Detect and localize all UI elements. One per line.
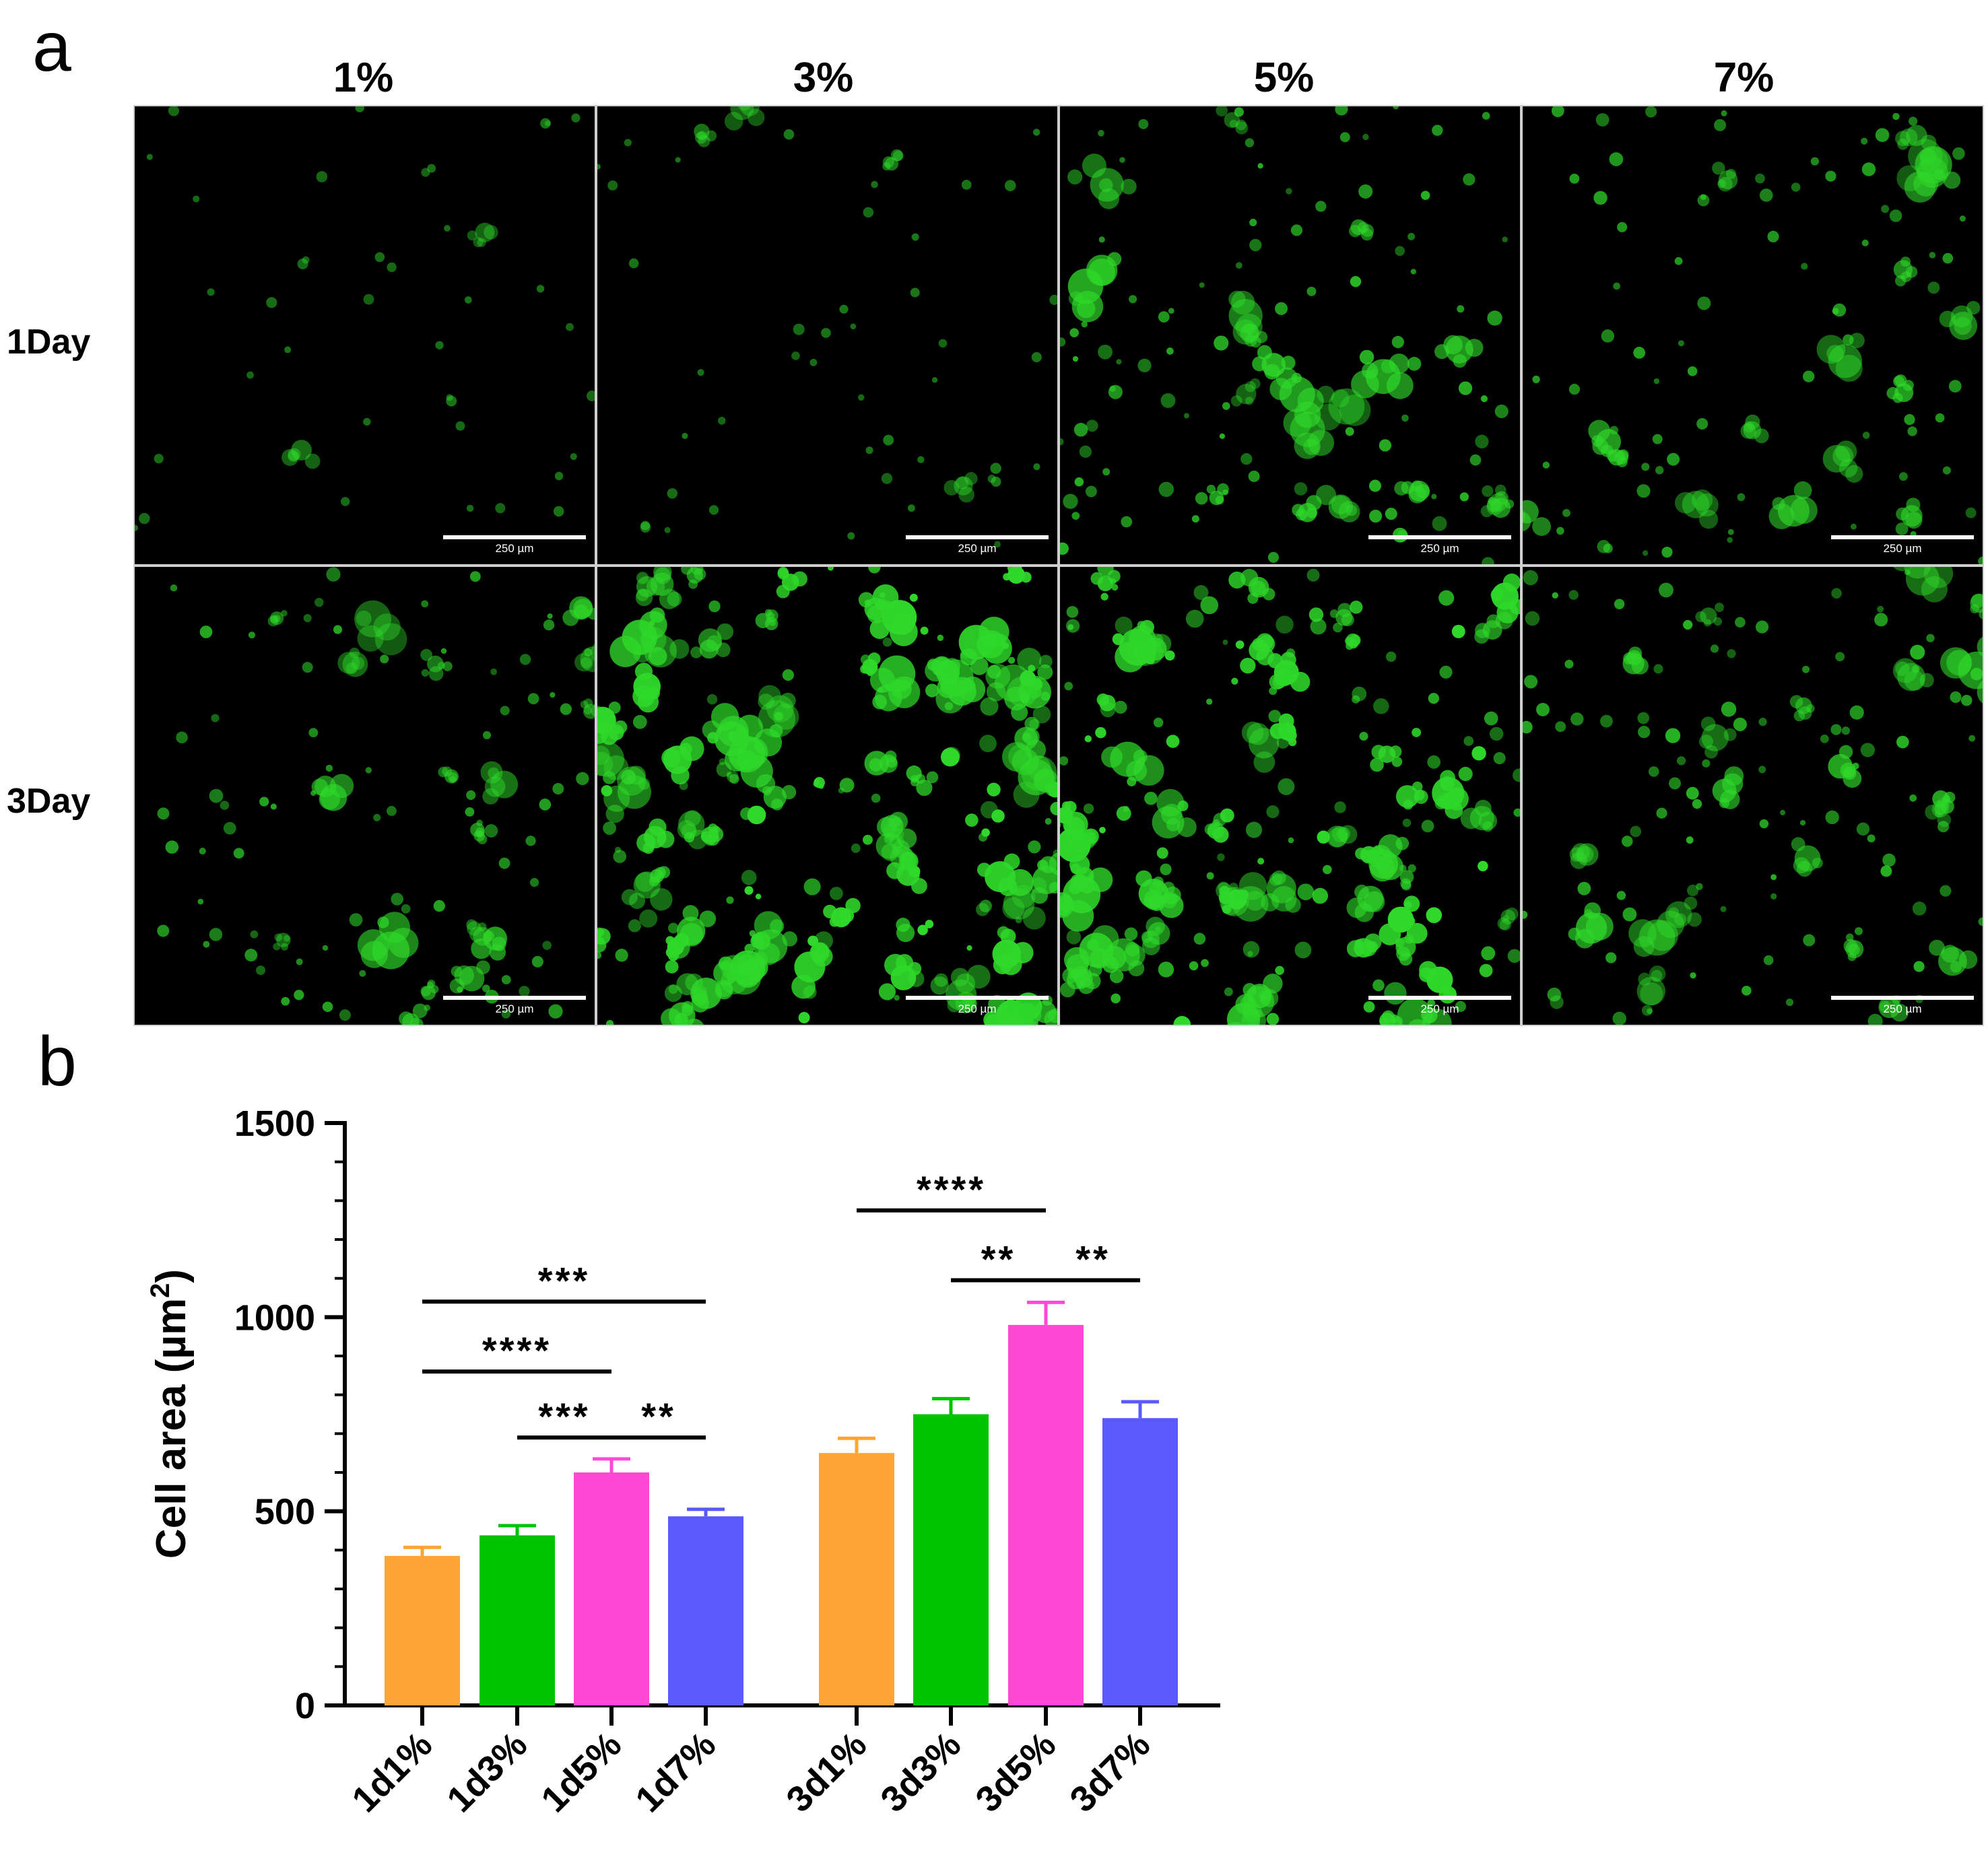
significance-bracket: ** (1046, 1238, 1140, 1283)
significance-label: ** (641, 1395, 676, 1437)
bar-1d7% (668, 1516, 743, 1705)
y-tick-label: 1500 (234, 1104, 315, 1144)
x-tick-label-1d7%: 1d7% (628, 1724, 723, 1820)
scale-bar-label: 250 µm (958, 542, 996, 555)
micrograph-1Day-3%: 250 µm (597, 106, 1057, 564)
scale-bar-label: 250 µm (1883, 1003, 1921, 1015)
significance-label: **** (482, 1329, 552, 1371)
scale-bar-label: 250 µm (495, 542, 533, 555)
x-tick-label-3d1%: 3d1% (778, 1724, 874, 1820)
column-label-3pct: 3% (793, 55, 854, 101)
x-tick-label-3d3%: 3d3% (873, 1724, 968, 1820)
row-label-3day: 3Day (7, 782, 91, 821)
y-tick-label: 0 (295, 1686, 315, 1726)
significance-label: *** (538, 1259, 590, 1301)
bar-1d5% (574, 1472, 649, 1705)
significance-bracket: *** (517, 1395, 611, 1440)
scale-bar-label: 250 µm (1883, 542, 1921, 555)
column-label-7pct: 7% (1713, 55, 1775, 101)
error-bar-3d5% (1027, 1300, 1065, 1325)
error-bar-1d7% (687, 1507, 725, 1517)
bar-3d3% (913, 1414, 989, 1705)
column-label-5pct: 5% (1253, 55, 1315, 101)
scale-bar-label: 250 µm (1420, 542, 1459, 555)
fluorescence-image-grid: 250 µm 250 µm 250 µm 250 µm 250 µm 250 µm 250 … (133, 105, 1984, 1026)
scale-bar-label: 250 µm (958, 1003, 996, 1015)
scale-bar-label: 250 µm (495, 1003, 533, 1015)
error-bar-3d3% (932, 1396, 970, 1415)
micrograph-1Day-5%: 250 µm (1060, 106, 1520, 564)
significance-bracket: ** (951, 1238, 1046, 1283)
bar-1d1% (385, 1555, 460, 1705)
significance-label: ** (1075, 1238, 1111, 1281)
significance-bracket: **** (422, 1329, 611, 1374)
micrograph-3Day-5%: 250 µm (1060, 567, 1520, 1025)
row-label-1day: 1Day (7, 323, 91, 362)
error-bar-1d1% (403, 1545, 441, 1556)
significance-bracket: *** (422, 1259, 706, 1304)
x-tick-label-1d5%: 1d5% (533, 1724, 629, 1820)
significance-bracket: ** (611, 1395, 706, 1440)
scale-bar-label: 250 µm (1420, 1003, 1459, 1015)
x-tick-label-1d1%: 1d1% (344, 1724, 440, 1820)
x-tick-label-3d7%: 3d7% (1062, 1724, 1158, 1820)
y-axis-title: Cell area (µm2) (145, 1269, 195, 1559)
micrograph-3Day-1%: 250 µm (135, 567, 595, 1025)
error-bar-3d1% (838, 1436, 875, 1454)
error-bar-1d5% (593, 1457, 630, 1472)
significance-label: ** (981, 1238, 1016, 1281)
bar-1d3% (479, 1535, 555, 1705)
x-tick-label-3d5%: 3d5% (968, 1724, 1063, 1820)
y-tick-label: 1000 (234, 1297, 315, 1338)
micrograph-3Day-7%: 250 µm (1523, 567, 1983, 1025)
panel-b-letter: b (38, 1023, 77, 1101)
micrograph-3Day-3%: 250 µm (597, 567, 1057, 1025)
bar-3d5% (1008, 1324, 1084, 1705)
error-bar-1d3% (498, 1524, 536, 1536)
panel-a-letter: a (32, 8, 71, 86)
column-label-1pct: 1% (333, 55, 394, 101)
y-tick-label: 500 (255, 1492, 315, 1532)
y-axis: 0 500 1000 1500 (234, 1104, 347, 1726)
micrograph-1Day-1%: 250 µm (135, 106, 595, 564)
bar-3d1% (819, 1453, 894, 1705)
error-bar-3d7% (1121, 1400, 1159, 1419)
bar-3d7% (1102, 1418, 1178, 1705)
x-tick-label-1d3%: 1d3% (439, 1724, 535, 1820)
significance-bracket: **** (857, 1168, 1046, 1213)
significance-label: *** (538, 1395, 590, 1437)
significance-label: **** (917, 1168, 986, 1211)
x-axis: 1d1%1d3%1d5%1d7% 3d1%3d3%3d5%3d7% (343, 1703, 1220, 1820)
micrograph-1Day-7%: 250 µm (1523, 106, 1983, 564)
